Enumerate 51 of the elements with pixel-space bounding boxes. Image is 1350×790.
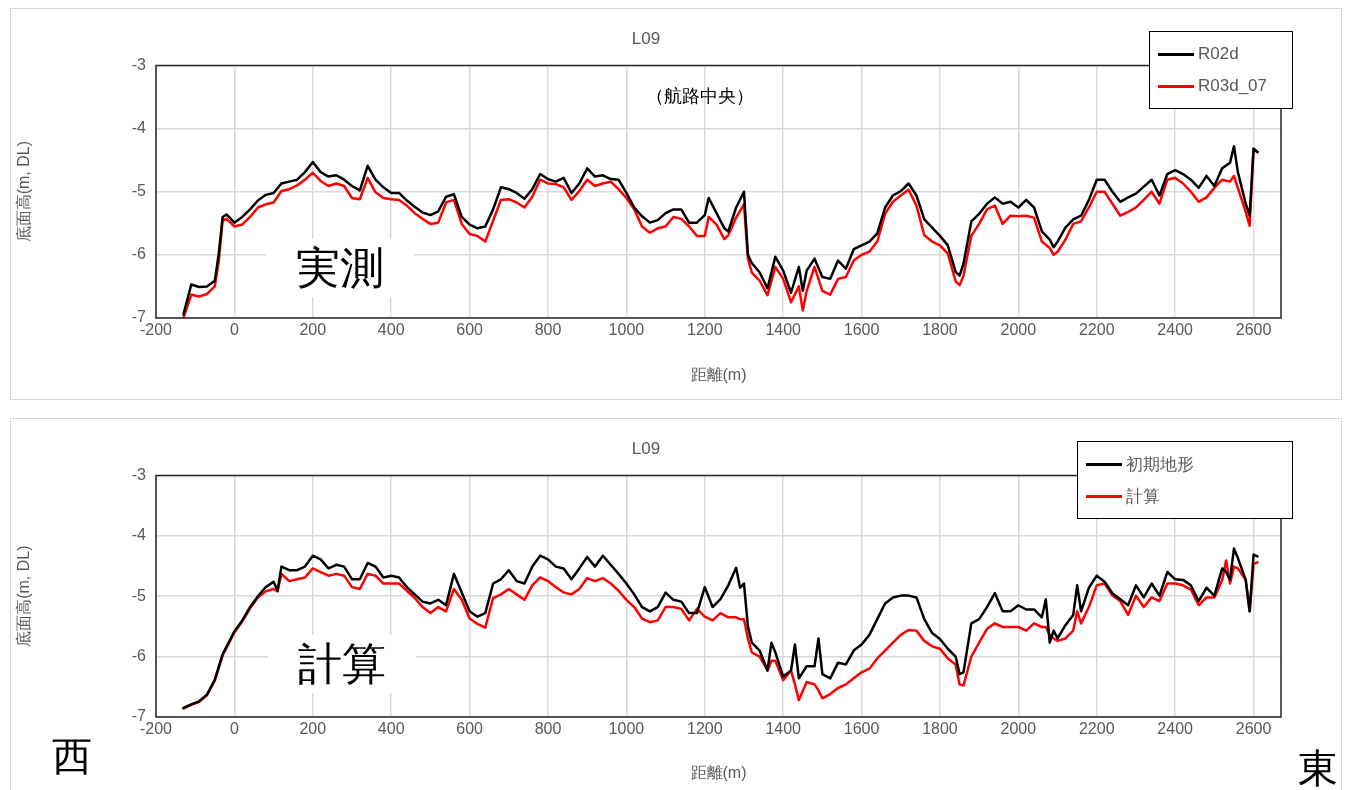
- x-tick-label: 2000: [1000, 321, 1037, 339]
- annotation: （航路中央）: [646, 85, 754, 107]
- x-tick-label: 2600: [1235, 321, 1272, 339]
- x-tick-label: 200: [299, 720, 327, 738]
- x-tick-label: 800: [534, 321, 562, 339]
- y-tick-label: -4: [131, 526, 147, 544]
- y-tick-label: -5: [131, 182, 147, 200]
- x-tick-label: 0: [229, 720, 239, 738]
- x-axis-title: 距離(m): [690, 365, 747, 383]
- x-tick-label: 400: [377, 720, 405, 738]
- y-tick-label: -3: [131, 55, 147, 73]
- annotation: 実測: [266, 238, 414, 298]
- x-tick-label: 2200: [1078, 321, 1115, 339]
- x-tick-label: 1000: [608, 720, 645, 738]
- x-tick-label: 600: [456, 321, 484, 339]
- x-tick-label: 2400: [1157, 321, 1194, 339]
- y-tick-label: -4: [131, 118, 147, 136]
- y-axis-title: 底面高(m, DL): [15, 545, 33, 647]
- text: 東: [1298, 745, 1338, 790]
- x-tick-label: 1000: [608, 321, 645, 339]
- x-tick-label: 400: [377, 321, 405, 339]
- legend-label: R02d: [1198, 44, 1239, 64]
- x-tick-label: 1800: [922, 720, 958, 738]
- y-tick-label: -5: [131, 586, 147, 604]
- legend-label: R03d_07: [1198, 76, 1268, 96]
- x-tick-label: 600: [456, 720, 484, 738]
- x-tick-label: 1400: [765, 321, 802, 339]
- y-axis-title: 底面高(m, DL): [15, 141, 33, 243]
- x-tick-label: 2600: [1235, 720, 1272, 738]
- x-tick-label: 1400: [765, 720, 802, 738]
- x-tick-label: 1600: [843, 720, 880, 738]
- x-tick-label: 0: [229, 321, 239, 339]
- x-tick-label: 800: [534, 720, 562, 738]
- x-tick-label: 1800: [922, 321, 958, 339]
- x-tick-label: 1600: [843, 321, 880, 339]
- y-tick-label: -3: [131, 465, 147, 483]
- x-tick-label: 1200: [686, 720, 723, 738]
- y-tick-label: -6: [131, 647, 147, 665]
- chart-title: L09: [631, 28, 661, 48]
- x-tick-label: 1200: [686, 321, 723, 339]
- chart-title: L09: [631, 438, 661, 458]
- x-tick-label: 2200: [1078, 720, 1115, 738]
- legend-label: 初期地形: [1126, 453, 1194, 476]
- x-tick-label: 2400: [1157, 720, 1194, 738]
- text: 西: [52, 733, 92, 779]
- y-tick-label: -6: [131, 245, 147, 263]
- x-tick-label: 200: [299, 321, 327, 339]
- x-axis-title: 距離(m): [690, 763, 747, 781]
- annotation: 計算: [268, 634, 416, 694]
- x-tick-label: 2000: [1000, 720, 1037, 738]
- legend-label: 計算: [1126, 485, 1160, 508]
